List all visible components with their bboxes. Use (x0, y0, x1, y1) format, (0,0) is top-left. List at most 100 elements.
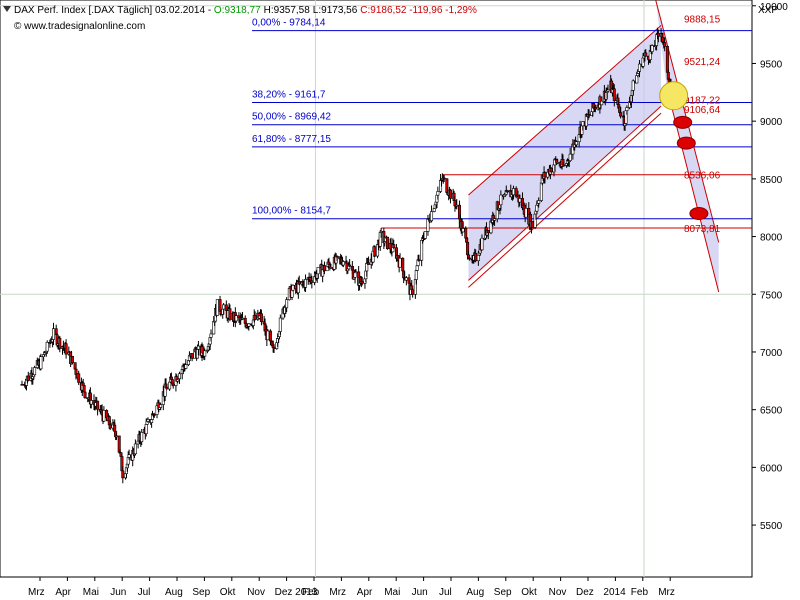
candle-body (474, 253, 478, 262)
candle-body (656, 33, 660, 37)
candle-body (464, 228, 468, 239)
x-tick-label: Okt (220, 587, 236, 598)
level-label: 9888,15 (684, 15, 721, 26)
channel-line (468, 25, 662, 196)
candle-body (82, 385, 86, 393)
title-text: DAX Perf. Index [.DAX Täglich] 03.02.201… (14, 5, 214, 16)
candle-body (353, 272, 357, 278)
candle-body (593, 107, 597, 110)
candle-body (89, 400, 93, 405)
candle-body (218, 299, 222, 312)
candle-body (285, 299, 289, 309)
symbol-label: XXP (758, 5, 778, 16)
candle-body (430, 211, 434, 221)
candle-body (108, 424, 112, 429)
x-tick-label: Aug (165, 587, 183, 598)
candle-body (52, 328, 56, 340)
candle-body (414, 270, 418, 280)
candle-body (556, 162, 560, 164)
candle-body (39, 356, 43, 370)
candle-body (511, 188, 515, 196)
channel-line (468, 105, 662, 281)
candle-body (455, 204, 459, 207)
candle-body (259, 313, 263, 322)
x-tick-label: Jun (110, 587, 126, 598)
candle-body (146, 419, 150, 422)
candle-body (663, 42, 667, 47)
candle-body (539, 182, 543, 201)
x-tick-label: Jul (439, 587, 452, 598)
candle-body (499, 194, 503, 206)
candle-body (209, 333, 213, 338)
x-tick-label: Feb (302, 587, 320, 598)
candle-body (505, 190, 509, 193)
candle-body (159, 404, 163, 408)
y-tick-label: 9500 (760, 59, 783, 70)
candle-body (268, 330, 272, 342)
header: DAX Perf. Index [.DAX Täglich] 03.02.201… (3, 5, 778, 32)
candle-body (644, 52, 648, 57)
fib-label: 0,00% - 9784,14 (252, 18, 326, 29)
candle-body (543, 172, 547, 178)
candle-body (480, 237, 484, 251)
candle-body (70, 355, 74, 363)
red-marker (689, 206, 709, 220)
red-marker (676, 136, 696, 150)
fib-label: 50,00% - 8969,42 (252, 112, 331, 123)
candle-body (493, 218, 497, 221)
candle-body (165, 387, 169, 390)
candle-body (45, 342, 49, 352)
candle-body (190, 353, 194, 359)
x-tick-label: Mrz (658, 587, 675, 598)
candle-body (417, 259, 421, 262)
close-value: C:9186,52 -119,96 -1,29% (360, 5, 477, 16)
candle-body (524, 208, 528, 218)
candle-body (612, 88, 616, 101)
candle-body (665, 46, 669, 73)
x-tick-label: Apr (357, 587, 373, 598)
x-tick-label: Dez (576, 587, 594, 598)
chart-title: DAX Perf. Index [.DAX Täglich] 03.02.201… (14, 5, 477, 16)
candle-body (619, 112, 623, 117)
candle-body (379, 231, 383, 233)
candle-body (329, 267, 333, 269)
candle-body (518, 198, 522, 203)
y-tick-label: 8000 (760, 233, 783, 244)
yellow-marker (659, 81, 689, 111)
candle-body (171, 383, 175, 386)
candle-body (423, 231, 427, 239)
y-tick-label: 6500 (760, 406, 783, 417)
candle-body (150, 419, 154, 423)
candle-body (121, 470, 125, 479)
candle-body (637, 63, 641, 72)
level-label: 8536,06 (684, 171, 721, 182)
x-tick-label: Sep (192, 587, 210, 598)
candle-body (304, 279, 308, 288)
candle-body (392, 244, 396, 249)
candle-body (297, 281, 301, 285)
candle-body (64, 343, 68, 355)
candle-body (234, 315, 238, 322)
candle-body (77, 373, 81, 383)
candle-body (215, 299, 219, 316)
header-icon (3, 6, 11, 12)
candle-body (631, 80, 635, 91)
x-tick-label: Apr (55, 587, 71, 598)
y-tick-label: 10000 (760, 2, 788, 13)
candle-body (83, 391, 87, 398)
candle-body (574, 141, 578, 146)
x-tick-label: Nov (549, 587, 567, 598)
candle-body (476, 254, 480, 262)
candle-body (549, 167, 553, 173)
candle-body (537, 200, 541, 204)
candle-body (102, 410, 106, 422)
channel-line (468, 112, 662, 288)
x-tick-label: Jun (412, 587, 428, 598)
low-value: L:9173,56 (313, 5, 358, 16)
website-credit: © www.tradesignalonline.com (14, 21, 145, 32)
candle-body (530, 221, 534, 228)
candle-body (33, 367, 37, 376)
candle-body (115, 435, 119, 438)
